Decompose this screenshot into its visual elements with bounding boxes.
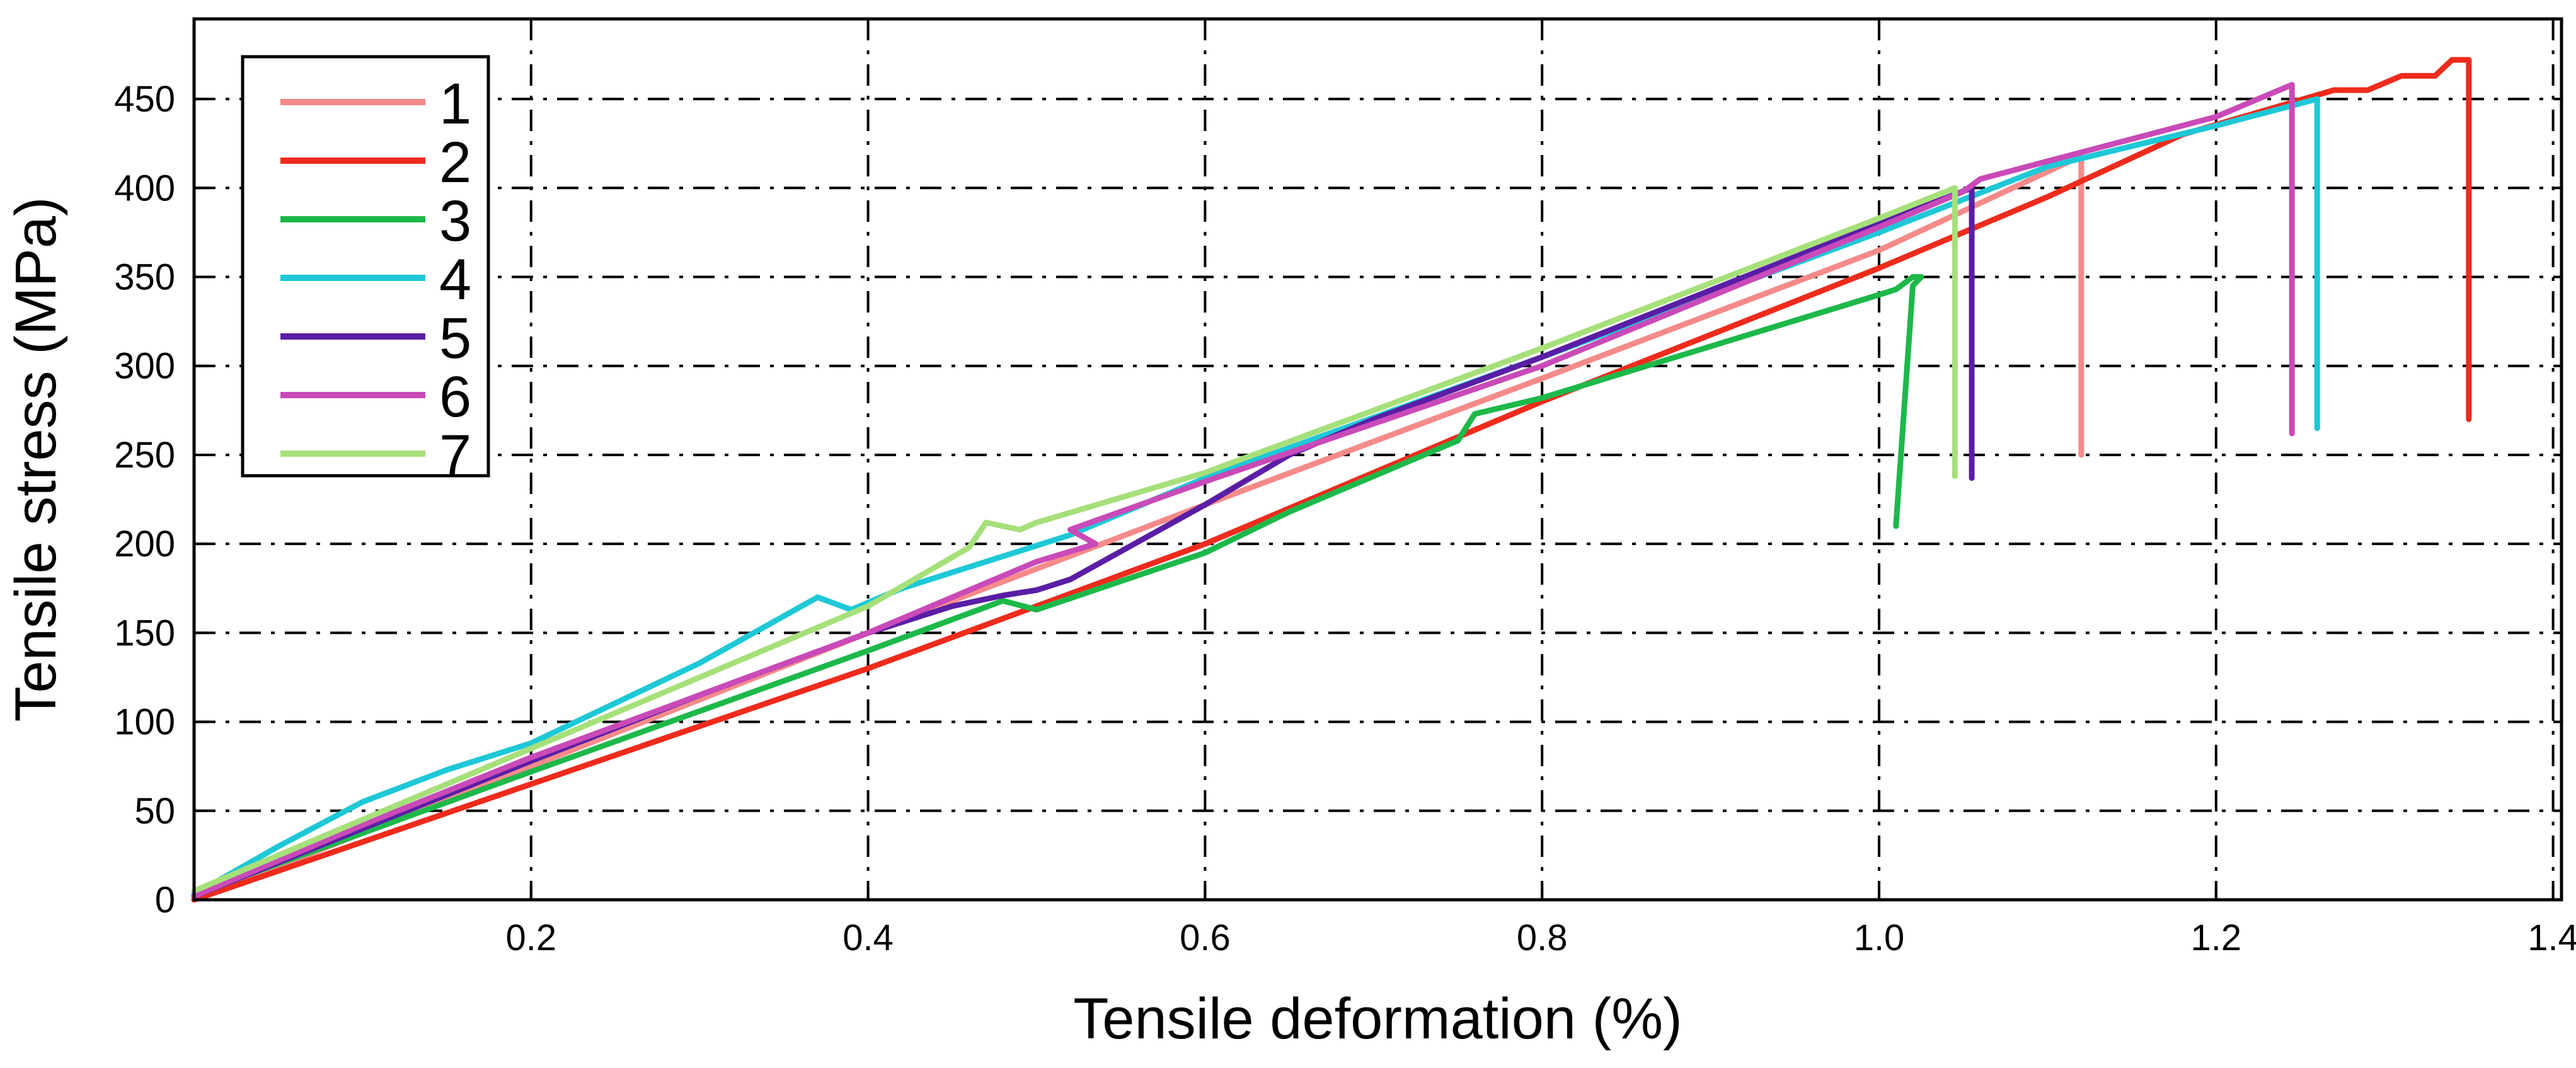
series-line-3 [191,274,1924,897]
series-line-7 [191,185,1958,894]
x-axis-label: Tensile deformation (%) [1073,987,1682,1051]
grid-lines [194,19,2562,900]
y-tick-label: 350 [114,257,175,298]
y-tick-label: 300 [114,346,175,387]
axis-ticks: 0.2 0.4 0.6 0.8 1.0 1.2 1.4 0 50 100 150 200 250 300 3… [114,79,2576,958]
legend-item: 2 [280,130,471,195]
legend-item: 5 [280,306,471,370]
legend-label: 1 [439,72,471,136]
x-tick-label: 0.2 [505,917,556,958]
y-tick-label: 400 [114,168,175,209]
x-tick-label: 0.6 [1180,917,1231,958]
series-line-1 [191,153,2084,903]
legend-box [241,55,490,478]
y-axis-label: Tensile stress (MPa) [4,197,68,721]
y-tick-label: 250 [114,435,175,476]
y-tick-label: 50 [134,791,175,832]
y-tick-label: 150 [114,612,175,653]
y-tick-label: 200 [114,524,175,565]
plot-frame [192,17,2563,902]
legend-label: 3 [439,189,471,253]
x-tick-label: 1.4 [2527,917,2576,958]
series-lines [191,57,2472,903]
legend-label: 6 [439,365,471,429]
x-tick-label: 0.4 [842,917,894,958]
legend-item: 4 [280,248,471,312]
legend-label: 2 [439,130,471,195]
series-line-6 [191,82,2295,899]
x-tick-label: 0.8 [1517,917,1568,958]
y-tick-label: 0 [155,880,175,921]
legend-label: 7 [439,423,471,488]
series-line-2 [191,57,2472,903]
legend-label: 4 [439,248,471,312]
legend-item: 3 [280,189,471,253]
legend-label: 5 [439,306,471,370]
y-tick-label: 450 [114,79,175,120]
x-tick-label: 1.2 [2191,917,2242,958]
legend-item: 6 [280,365,471,429]
legend-item: 1 [280,72,471,136]
legend-item: 7 [280,423,471,488]
x-tick-label: 1.0 [1854,917,1905,958]
y-tick-label: 100 [114,702,175,743]
